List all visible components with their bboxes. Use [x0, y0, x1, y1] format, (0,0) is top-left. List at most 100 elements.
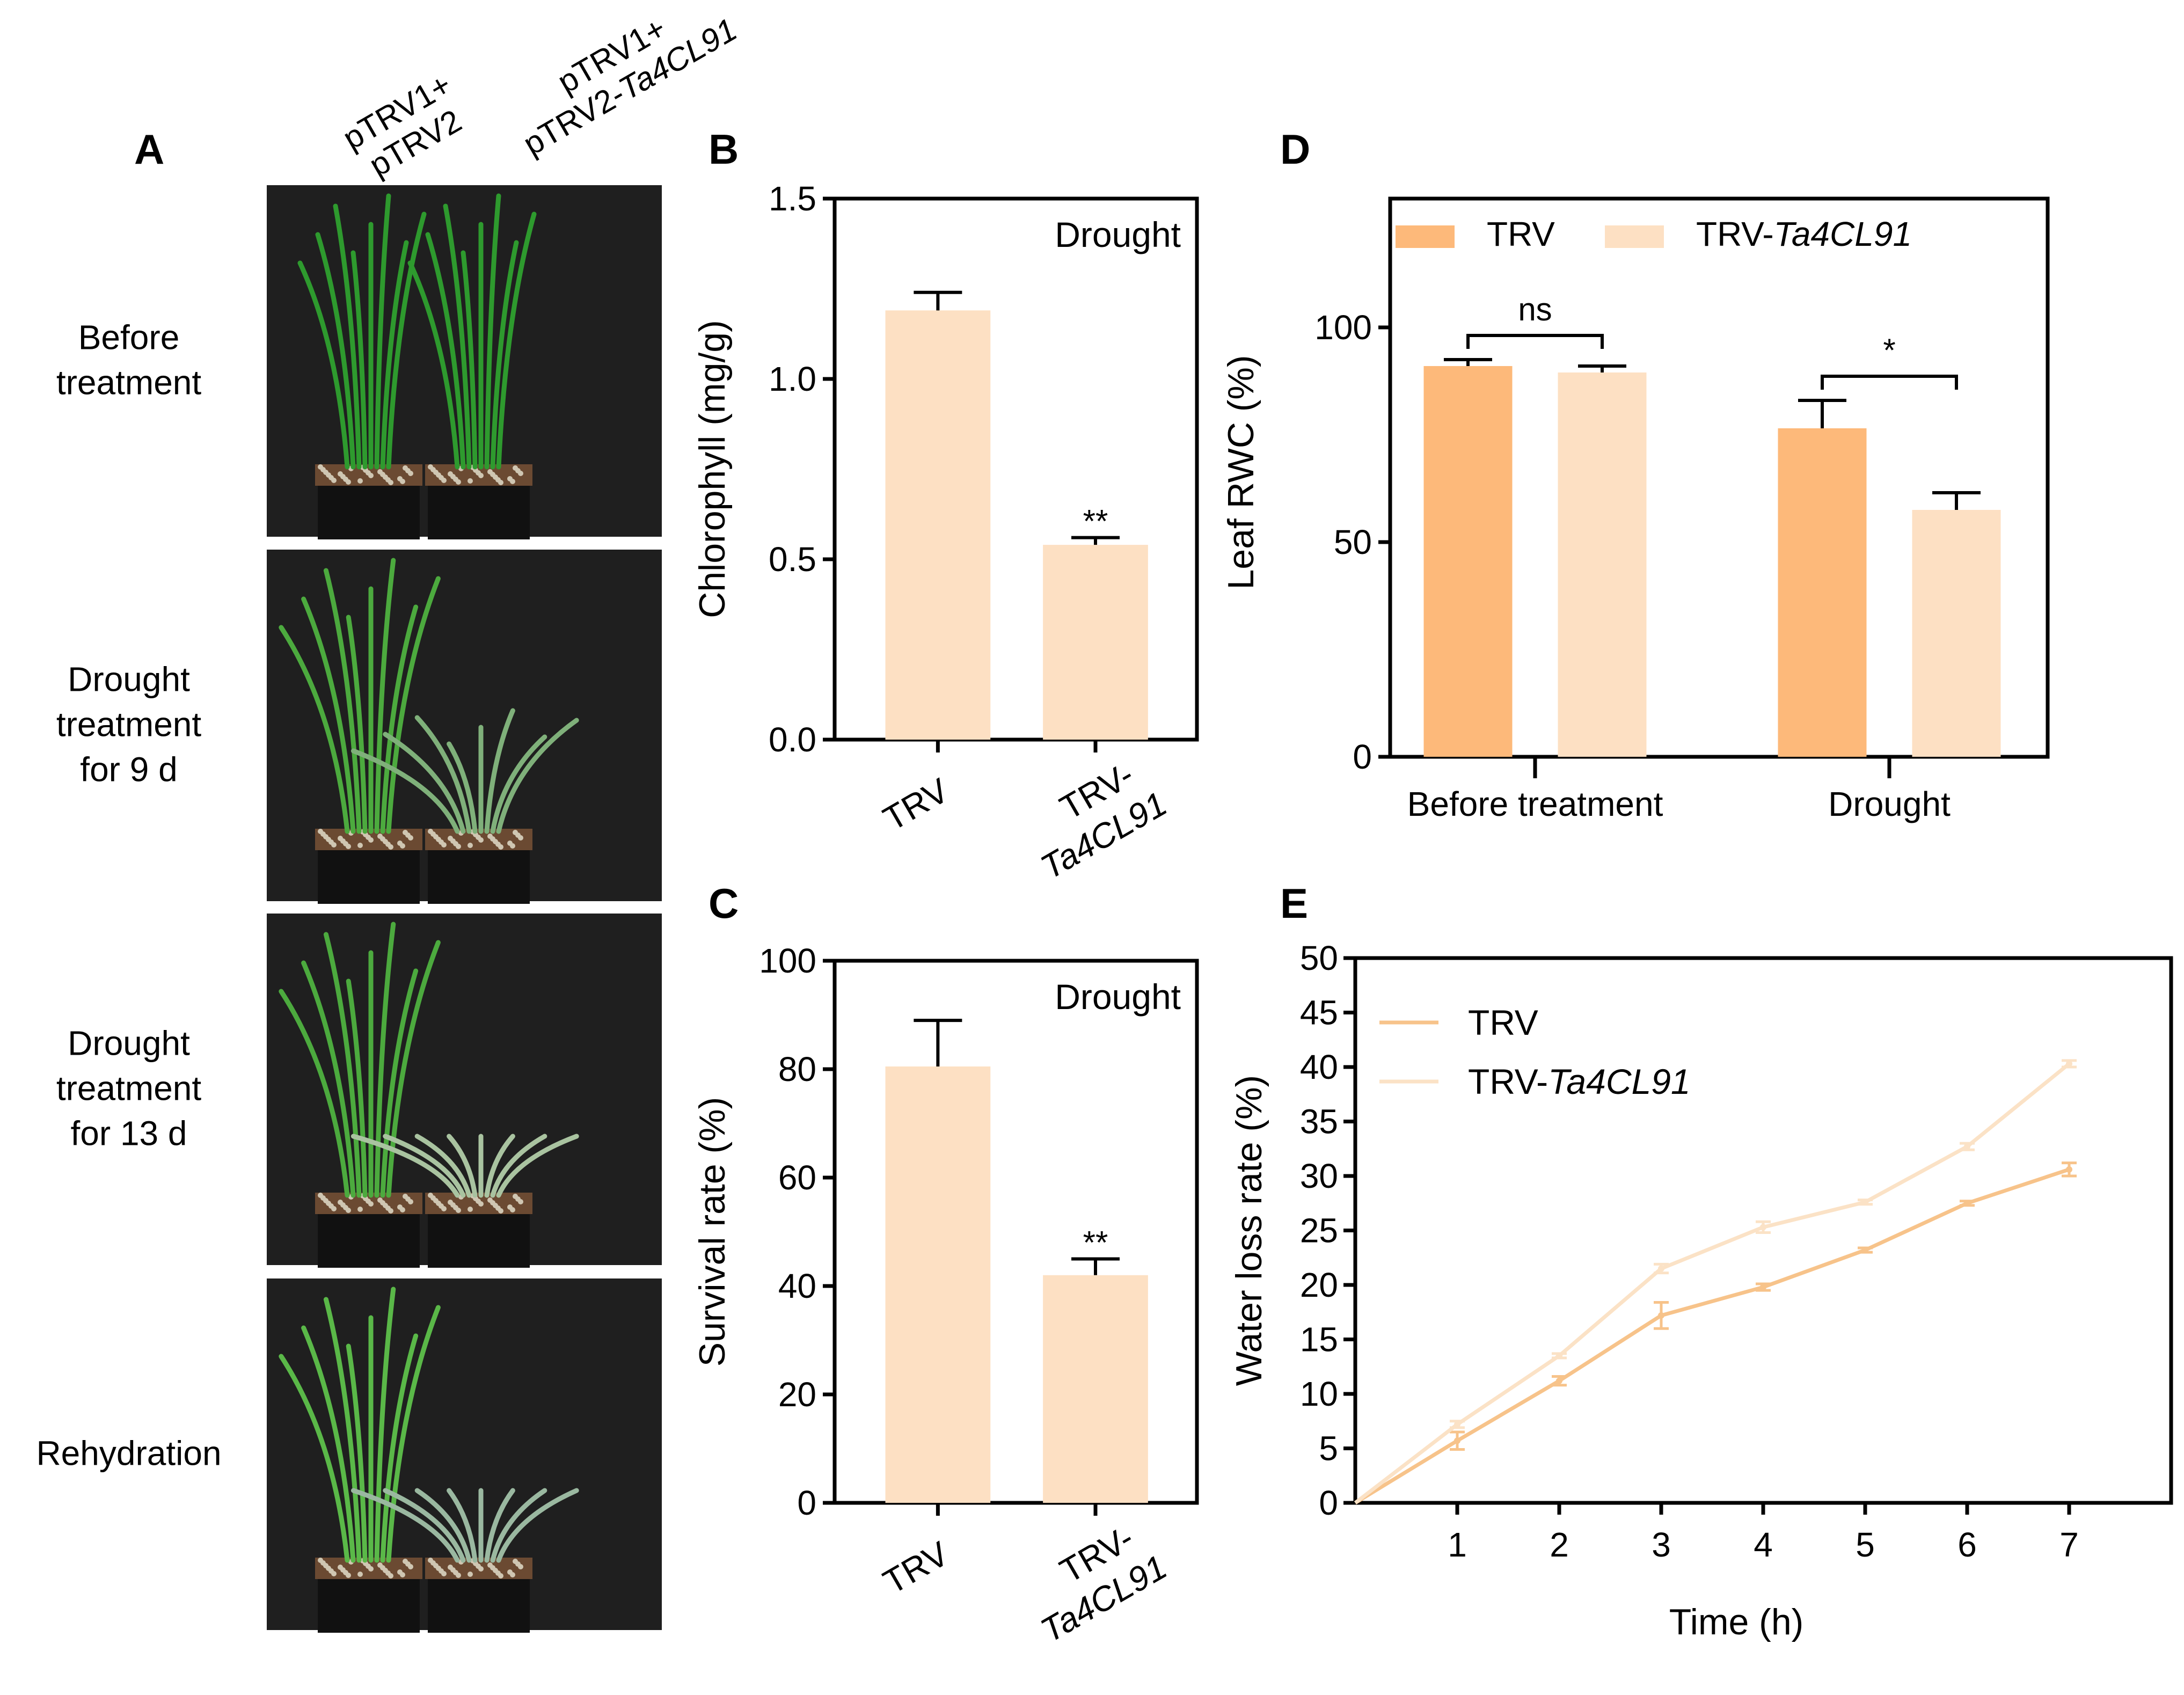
soil-grain	[468, 843, 473, 848]
x-tick-label: 6	[1957, 1525, 1977, 1564]
soil-grain	[331, 1206, 337, 1211]
data-point	[1862, 1199, 1868, 1206]
wheat-leaf	[380, 240, 409, 470]
soil-grain	[510, 479, 515, 484]
y-tick-label: 0	[1353, 737, 1372, 776]
x-tick-label: TRV-Ta4CL91	[1034, 755, 1173, 887]
wheat-leaf	[414, 1488, 472, 1563]
soil-grain	[408, 1199, 413, 1204]
x-tick-label: Drought	[1828, 785, 1951, 823]
condition-label: Drought	[1055, 215, 1181, 254]
soil-grain	[478, 1201, 484, 1207]
soil-grain	[331, 478, 337, 483]
row-label-line: treatment	[56, 705, 202, 744]
y-tick-label: 40	[1300, 1048, 1338, 1086]
error-bar	[1071, 1257, 1120, 1275]
wheat-leaf	[386, 211, 427, 470]
y-tick-label: 30	[1300, 1157, 1338, 1195]
error-bar	[1444, 358, 1492, 366]
soil-grain	[510, 1207, 515, 1212]
soil-grain	[441, 842, 447, 848]
data-point	[1862, 1247, 1868, 1254]
soil-grain	[368, 1566, 374, 1572]
wheat-leaf	[374, 922, 396, 1198]
plot-frame	[1353, 956, 2173, 1505]
soil-grain	[388, 480, 393, 485]
plot-frame	[1388, 196, 2050, 759]
y-tick-label: 5	[1319, 1429, 1338, 1468]
soil-grain	[357, 1207, 363, 1212]
soil-grain	[368, 1201, 374, 1207]
bar	[1423, 366, 1513, 757]
panel-letter-d: D	[1280, 126, 1310, 173]
legend-swatch-trv-ta4cl91	[1605, 225, 1664, 248]
error-bar	[914, 1019, 962, 1066]
panel-letter-e: E	[1280, 880, 1308, 927]
soil-grain	[408, 1564, 413, 1569]
series-line	[1354, 1062, 2071, 1504]
bar	[1558, 372, 1647, 757]
wheat-leaf	[380, 604, 419, 834]
wheat-leaf	[350, 1134, 460, 1198]
row-label-line: treatment	[56, 363, 202, 402]
wheat-leaf	[374, 193, 391, 470]
significance-mark: **	[1083, 1225, 1108, 1261]
panel-letter-c: C	[708, 880, 739, 927]
panel-a: A pTRV1+ pTRV2 pTRV1+ pTRV2-Ta4CL91 Befo…	[36, 10, 743, 1633]
soil-grain	[388, 1573, 393, 1579]
data-point	[1454, 1437, 1460, 1444]
soil-grain	[498, 1573, 503, 1579]
y-tick-label: 0	[1319, 1484, 1338, 1522]
column-label-control: pTRV1+ pTRV2	[337, 66, 467, 184]
soil-grain	[400, 1207, 405, 1212]
soil-grain	[456, 1208, 461, 1213]
wheat-leaf	[323, 1297, 362, 1563]
row-label-line: Before	[78, 318, 180, 357]
x-tick-label: TRV-Ta4CL91	[1034, 1518, 1173, 1650]
condition-label: Drought	[1055, 977, 1181, 1017]
soil-grain	[518, 1564, 523, 1569]
data-point	[1964, 1200, 1970, 1207]
soil-grain	[441, 478, 447, 483]
bar	[1043, 545, 1148, 740]
y-tick-label: 80	[778, 1050, 816, 1088]
wheat-leaf	[301, 1325, 356, 1563]
wheat-leaf	[346, 615, 368, 834]
wheat-leaf	[443, 203, 472, 470]
soil-grain	[357, 1572, 363, 1577]
wheat-leaf	[490, 1488, 547, 1563]
wheat-leaf	[333, 203, 362, 470]
wheat-leaf	[315, 232, 356, 470]
photo-row: Drought treatment for 9 d	[56, 550, 662, 904]
soil-grain	[346, 1208, 351, 1213]
wheat-leaf	[350, 1488, 460, 1563]
wheat-leaf	[301, 960, 356, 1198]
soil-grain	[346, 479, 351, 485]
soil-grain	[400, 479, 405, 484]
soil-grain	[456, 844, 461, 849]
y-tick-label: 20	[1300, 1266, 1338, 1304]
wheat-leaf	[490, 240, 519, 470]
y-tick-label: 25	[1300, 1211, 1338, 1250]
y-tick-label: 100	[759, 941, 816, 980]
soil-grain	[346, 1573, 351, 1578]
data-point	[2066, 1060, 2072, 1067]
wheat-leaf	[383, 1488, 466, 1563]
x-tick-label: 1	[1448, 1525, 1467, 1564]
soil-grain	[518, 471, 523, 476]
wheat-leaf	[407, 260, 460, 470]
x-tick-label: 5	[1856, 1525, 1875, 1564]
plant-pot	[318, 486, 420, 539]
soil-grain	[456, 479, 461, 485]
wheat-leaf	[484, 708, 515, 834]
comparison-bracket	[1821, 375, 1958, 390]
y-tick-label: 0	[797, 1484, 816, 1522]
bar	[1778, 428, 1867, 757]
soil-grain	[441, 1571, 447, 1576]
wheat-leaf	[346, 1343, 368, 1563]
soil-grain	[368, 837, 374, 843]
column-label-silenced: pTRV1+ pTRV2-Ta4CL91	[517, 10, 743, 162]
soil-grain	[331, 1571, 337, 1576]
plant-pot	[428, 1579, 530, 1633]
row-label-line: Rehydration	[36, 1434, 221, 1473]
